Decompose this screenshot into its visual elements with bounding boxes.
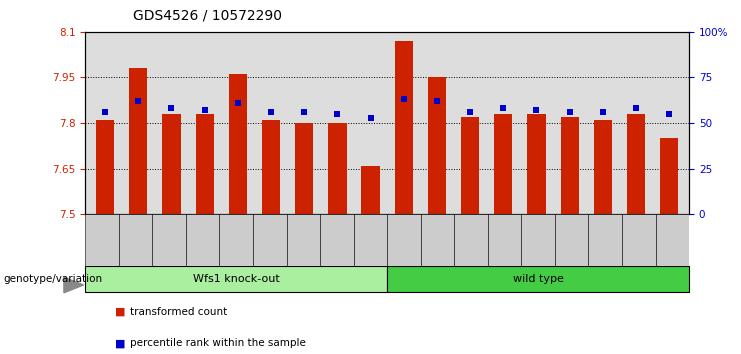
Point <box>232 100 244 106</box>
FancyBboxPatch shape <box>387 266 689 292</box>
FancyBboxPatch shape <box>387 214 421 266</box>
Bar <box>528 114 545 214</box>
FancyBboxPatch shape <box>488 214 522 266</box>
FancyBboxPatch shape <box>656 214 689 266</box>
Point <box>99 109 111 115</box>
Text: Wfs1 knock-out: Wfs1 knock-out <box>193 274 279 284</box>
Bar <box>594 120 612 214</box>
FancyBboxPatch shape <box>85 214 119 266</box>
Point <box>630 105 642 111</box>
Bar <box>362 166 379 214</box>
Point <box>431 98 443 104</box>
Point <box>564 109 576 115</box>
Point <box>133 98 144 104</box>
FancyBboxPatch shape <box>320 214 353 266</box>
FancyBboxPatch shape <box>454 214 488 266</box>
Point <box>331 111 343 117</box>
FancyBboxPatch shape <box>555 214 588 266</box>
Bar <box>395 41 413 214</box>
Bar <box>262 120 280 214</box>
Bar <box>229 74 247 214</box>
Point <box>398 97 410 102</box>
Bar <box>129 68 147 214</box>
Polygon shape <box>64 277 84 293</box>
FancyBboxPatch shape <box>85 266 387 292</box>
FancyBboxPatch shape <box>153 214 186 266</box>
Text: GDS4526 / 10572290: GDS4526 / 10572290 <box>133 9 282 23</box>
FancyBboxPatch shape <box>119 214 153 266</box>
Bar <box>461 117 479 214</box>
FancyBboxPatch shape <box>253 214 287 266</box>
FancyBboxPatch shape <box>287 214 320 266</box>
Point <box>531 107 542 113</box>
FancyBboxPatch shape <box>219 214 253 266</box>
FancyBboxPatch shape <box>622 214 656 266</box>
Text: wild type: wild type <box>513 274 564 284</box>
Text: ■: ■ <box>115 338 125 348</box>
FancyBboxPatch shape <box>353 214 387 266</box>
Point <box>597 109 609 115</box>
Bar <box>162 114 181 214</box>
Bar <box>428 78 446 214</box>
FancyBboxPatch shape <box>186 214 219 266</box>
Point <box>165 105 177 111</box>
Bar <box>560 117 579 214</box>
Point <box>497 105 509 111</box>
Bar <box>196 114 214 214</box>
Point <box>265 109 277 115</box>
Bar <box>328 123 347 214</box>
Point <box>663 111 675 117</box>
Bar <box>660 138 678 214</box>
Text: transformed count: transformed count <box>130 307 227 316</box>
Text: ■: ■ <box>115 307 125 316</box>
Text: genotype/variation: genotype/variation <box>4 274 103 284</box>
Bar <box>295 123 313 214</box>
Point <box>199 107 210 113</box>
Bar <box>494 114 513 214</box>
Bar <box>627 114 645 214</box>
FancyBboxPatch shape <box>421 214 454 266</box>
Bar <box>96 120 114 214</box>
FancyBboxPatch shape <box>588 214 622 266</box>
Point <box>365 115 376 120</box>
Point <box>299 109 310 115</box>
Point <box>464 109 476 115</box>
Text: percentile rank within the sample: percentile rank within the sample <box>130 338 305 348</box>
FancyBboxPatch shape <box>522 214 555 266</box>
